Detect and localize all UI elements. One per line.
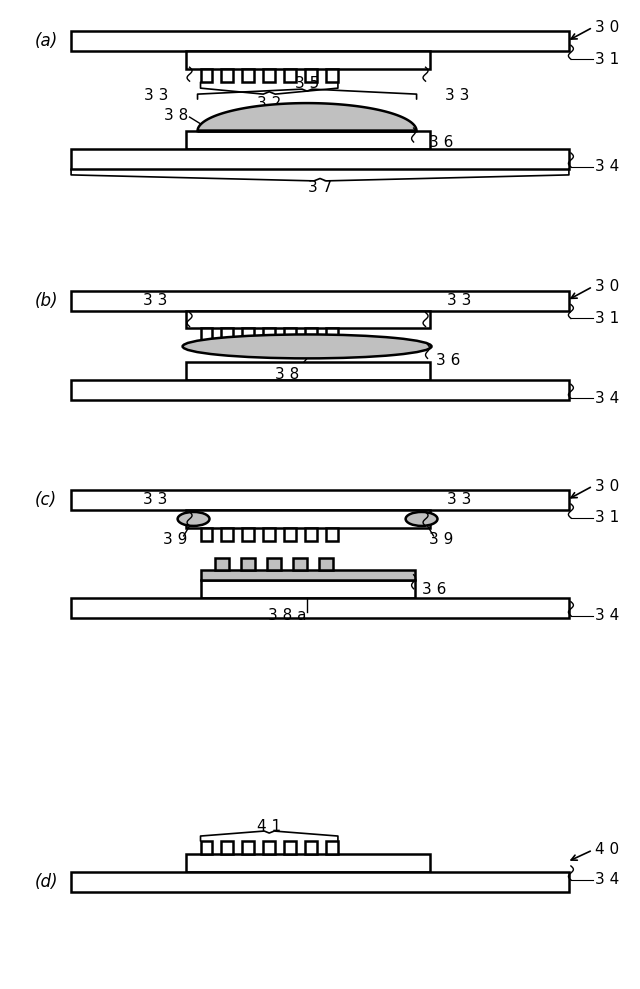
- Bar: [221, 841, 234, 854]
- Text: 3 4: 3 4: [595, 872, 619, 887]
- Bar: [216, 558, 229, 570]
- Bar: [71, 597, 569, 618]
- Text: 3 1: 3 1: [595, 311, 619, 326]
- Text: 3 0: 3 0: [595, 479, 619, 494]
- Bar: [284, 69, 296, 82]
- Text: 3 1: 3 1: [595, 51, 619, 66]
- Bar: [71, 149, 569, 169]
- Bar: [200, 841, 212, 854]
- Text: 3 4: 3 4: [595, 608, 619, 623]
- Bar: [221, 69, 234, 82]
- Bar: [186, 131, 429, 149]
- Bar: [71, 32, 569, 51]
- Bar: [71, 291, 569, 311]
- Text: (d): (d): [35, 873, 58, 891]
- Bar: [241, 558, 255, 570]
- Bar: [326, 69, 338, 82]
- Bar: [186, 311, 429, 328]
- Bar: [200, 528, 212, 541]
- Text: (c): (c): [35, 491, 57, 509]
- Bar: [71, 872, 569, 892]
- Text: (a): (a): [35, 33, 58, 50]
- Bar: [263, 328, 275, 341]
- Text: 3 8 a: 3 8 a: [268, 608, 307, 623]
- Text: 3 8: 3 8: [163, 108, 188, 123]
- Bar: [71, 490, 569, 510]
- Bar: [268, 558, 281, 570]
- Bar: [243, 841, 254, 854]
- Text: 3 6: 3 6: [436, 353, 461, 368]
- Text: 3 4: 3 4: [595, 391, 619, 405]
- Text: 3 3: 3 3: [143, 493, 168, 507]
- Bar: [71, 381, 569, 401]
- Ellipse shape: [406, 512, 438, 526]
- Bar: [284, 528, 296, 541]
- Bar: [200, 69, 212, 82]
- Bar: [326, 528, 338, 541]
- Bar: [326, 328, 338, 341]
- Bar: [186, 854, 429, 872]
- Bar: [221, 528, 234, 541]
- Bar: [305, 69, 317, 82]
- Bar: [305, 528, 317, 541]
- Ellipse shape: [182, 334, 431, 358]
- Bar: [243, 69, 254, 82]
- Text: 3 3: 3 3: [143, 88, 168, 103]
- Bar: [200, 328, 212, 341]
- Bar: [200, 570, 415, 580]
- Bar: [263, 69, 275, 82]
- Bar: [284, 328, 296, 341]
- Bar: [263, 841, 275, 854]
- Bar: [221, 328, 234, 341]
- Text: 3 3: 3 3: [445, 88, 470, 103]
- Bar: [186, 362, 429, 381]
- Text: 3 3: 3 3: [143, 293, 168, 308]
- Bar: [243, 328, 254, 341]
- Bar: [293, 558, 307, 570]
- Bar: [243, 528, 254, 541]
- Text: 3 8: 3 8: [275, 367, 300, 382]
- Bar: [186, 510, 429, 528]
- Polygon shape: [198, 103, 417, 131]
- Text: 4 1: 4 1: [257, 819, 282, 834]
- Text: 3 4: 3 4: [595, 159, 619, 174]
- Text: 3 6: 3 6: [429, 135, 453, 150]
- Text: 3 9: 3 9: [163, 532, 188, 547]
- Text: 4 0: 4 0: [595, 843, 619, 857]
- Text: 3 6: 3 6: [422, 583, 446, 597]
- Bar: [305, 841, 317, 854]
- Bar: [305, 328, 317, 341]
- Text: 3 9: 3 9: [429, 532, 454, 547]
- Text: 3 7: 3 7: [308, 180, 332, 196]
- Text: 3 2: 3 2: [257, 96, 282, 111]
- Bar: [186, 51, 429, 69]
- Bar: [284, 841, 296, 854]
- Text: 3 5: 3 5: [295, 76, 319, 91]
- Bar: [326, 841, 338, 854]
- Bar: [263, 528, 275, 541]
- Text: 3 0: 3 0: [595, 279, 619, 294]
- Ellipse shape: [178, 512, 209, 526]
- Text: 3 1: 3 1: [595, 510, 619, 525]
- Text: (b): (b): [35, 292, 58, 310]
- Bar: [200, 580, 415, 597]
- Text: 3 0: 3 0: [595, 20, 619, 35]
- Text: 3 3: 3 3: [447, 493, 472, 507]
- Text: 3 3: 3 3: [447, 293, 472, 308]
- Bar: [319, 558, 333, 570]
